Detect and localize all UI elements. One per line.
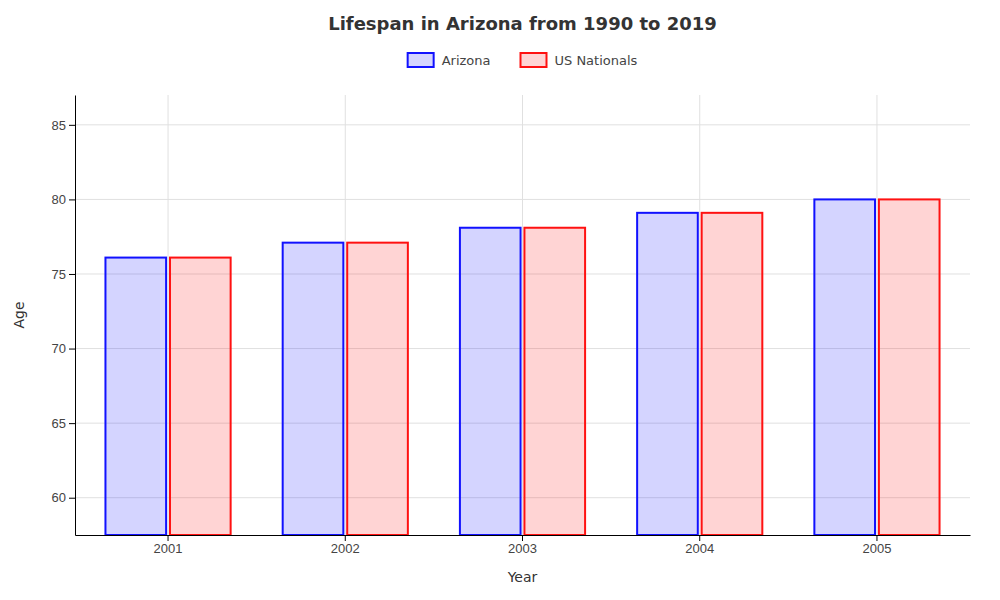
x-tick-label: 2005: [862, 541, 891, 556]
y-tick: 75: [52, 267, 75, 282]
y-tick-mark: [69, 125, 75, 126]
x-tick: 2003: [508, 535, 537, 556]
y-tick: 60: [52, 490, 75, 505]
y-tick: 70: [52, 341, 75, 356]
title: Lifespan in Arizona from 1990 to 2019: [328, 13, 717, 34]
grid-line-x: [345, 95, 346, 535]
x-tick-label: 2002: [331, 541, 360, 556]
bar: [170, 258, 231, 535]
grid-line-x: [699, 95, 700, 535]
chart-container: 2001 2002 2003 2004 2005 60 65 70 75 80 85 Lifespan…: [0, 0, 1000, 600]
grid-line-x: [168, 95, 169, 535]
y-tick-label: 65: [52, 416, 66, 431]
legend-swatch: [521, 53, 547, 67]
bars: [105, 199, 939, 535]
grid-line-x: [876, 95, 877, 535]
x-tick: 2001: [154, 535, 183, 556]
y-axis: 60 65 70 75 80 85: [52, 96, 76, 536]
grid-line-x: [522, 95, 523, 535]
bar: [524, 228, 585, 535]
x-tick: 2005: [862, 535, 891, 556]
y-tick-label: 75: [52, 267, 66, 282]
x-tick: 2002: [331, 535, 360, 556]
x-tick-label: 2001: [154, 541, 183, 556]
y-tick-mark: [69, 349, 75, 350]
x-tick-mark: [522, 535, 523, 541]
x-tick-mark: [876, 535, 877, 541]
bar: [637, 213, 698, 535]
bar: [347, 243, 408, 535]
y-tick-mark: [69, 498, 75, 499]
y-axis-title: Age: [11, 301, 27, 328]
legend-label: Arizona: [442, 53, 491, 68]
x-tick-mark: [168, 535, 169, 541]
y-tick-mark: [69, 274, 75, 275]
y-tick-mark: [69, 423, 75, 424]
bar: [283, 243, 344, 535]
y-tick: 80: [52, 192, 75, 207]
bar: [460, 228, 521, 535]
x-tick-mark: [699, 535, 700, 541]
bar: [105, 258, 166, 535]
grid: [75, 95, 970, 535]
y-tick-label: 85: [52, 117, 66, 132]
legend-item: Arizona: [408, 53, 491, 68]
x-tick: 2004: [685, 535, 714, 556]
y-axis-line: [75, 96, 76, 536]
y-tick: 85: [52, 117, 75, 132]
y-tick: 65: [52, 416, 75, 431]
legend-swatch: [408, 53, 434, 67]
bar: [814, 199, 875, 535]
x-axis: 2001 2002 2003 2004 2005: [76, 535, 971, 556]
y-tick-label: 80: [52, 192, 66, 207]
y-tick-mark: [69, 199, 75, 200]
bar-series: [170, 199, 940, 535]
y-tick-label: 60: [52, 490, 66, 505]
legend-item: US Nationals: [521, 53, 638, 68]
legend: Arizona US Nationals: [408, 53, 638, 68]
x-tick-label: 2003: [508, 541, 537, 556]
bar: [879, 199, 940, 535]
bar-series: [105, 199, 875, 535]
y-tick-label: 70: [52, 341, 66, 356]
bar: [702, 213, 763, 535]
x-tick-mark: [345, 535, 346, 541]
x-axis-title: Year: [507, 569, 538, 585]
x-tick-label: 2004: [685, 541, 714, 556]
legend-label: US Nationals: [555, 53, 638, 68]
chart-svg: 2001 2002 2003 2004 2005 60 65 70 75 80 85 Lifespan…: [0, 0, 1000, 600]
